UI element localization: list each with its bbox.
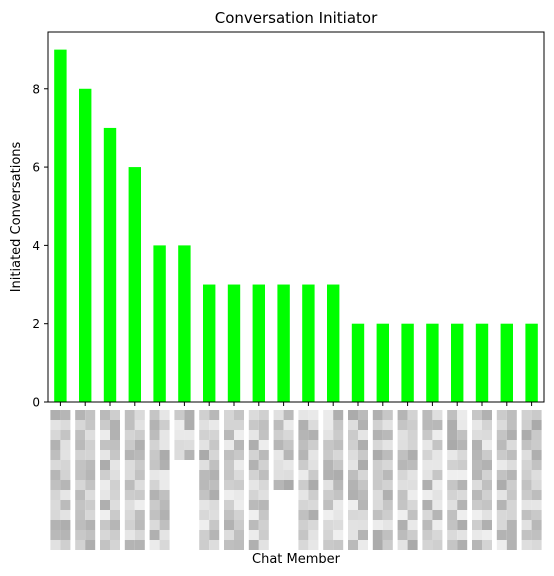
bar-9: [252, 284, 265, 402]
x-tick-label-obscured-15: [397, 410, 418, 550]
y-axis-label: Initiated Conversations: [9, 141, 24, 292]
bar-5: [153, 245, 166, 402]
x-tick-label-obscured-3: [100, 410, 120, 550]
bar-8: [227, 284, 241, 402]
bar-14: [376, 323, 389, 402]
plot-area: [54, 49, 538, 403]
bar-11: [302, 284, 315, 402]
bar-19: [500, 323, 513, 402]
x-tick-label-obscured-14: [372, 410, 393, 550]
bar-20: [525, 323, 538, 402]
y-tick-label-4: 4: [32, 239, 40, 253]
x-tick-label-obscured-5: [149, 410, 170, 550]
x-axis-label: Chat Member: [252, 552, 341, 567]
x-tick-label-obscured-11: [298, 410, 319, 550]
x-tick-label-obscured-16: [422, 410, 443, 550]
x-tick-label-obscured-8: [224, 410, 244, 550]
bar-13: [351, 323, 365, 402]
bar-4: [128, 167, 141, 402]
bar-3: [103, 127, 117, 403]
bar-2: [79, 88, 92, 403]
y-tick-label-0: 0: [32, 396, 40, 410]
bar-12: [327, 284, 340, 402]
bar-7: [203, 284, 216, 402]
y-tick-label-2: 2: [32, 317, 40, 331]
x-tick-label-obscured-2: [75, 410, 96, 550]
x-tick-label-obscured-6: [174, 410, 195, 460]
x-axis-ticks: [59, 402, 533, 406]
bar-6: [178, 245, 191, 402]
bar-10: [277, 284, 290, 402]
x-tick-label-obscured-9: [248, 410, 269, 550]
y-axis-ticks: 0 2 4 6 8: [32, 82, 48, 410]
y-tick-label-6: 6: [32, 161, 40, 175]
x-tick-label-obscured-12: [323, 410, 344, 550]
x-tick-label-obscured-4: [124, 410, 145, 550]
plot-frame: [47, 31, 545, 403]
bar-18: [475, 323, 489, 402]
x-tick-label-obscured-10: [273, 410, 294, 490]
x-tick-label-obscured-13: [348, 410, 368, 550]
x-tick-label-obscured-20: [521, 410, 542, 550]
bar-15: [401, 323, 414, 402]
chart-title: Conversation Initiator: [215, 9, 378, 27]
x-tick-labels-obscured: [50, 410, 542, 550]
bar-17: [451, 323, 464, 402]
x-tick-label-obscured-17: [447, 410, 468, 550]
y-tick-label-8: 8: [32, 82, 40, 96]
bar-16: [426, 323, 439, 402]
x-tick-label-obscured-19: [496, 410, 517, 550]
x-tick-label-obscured-1: [50, 410, 71, 550]
bar-1: [54, 49, 67, 403]
x-tick-label-obscured-7: [199, 410, 220, 550]
x-tick-label-obscured-18: [472, 410, 492, 550]
